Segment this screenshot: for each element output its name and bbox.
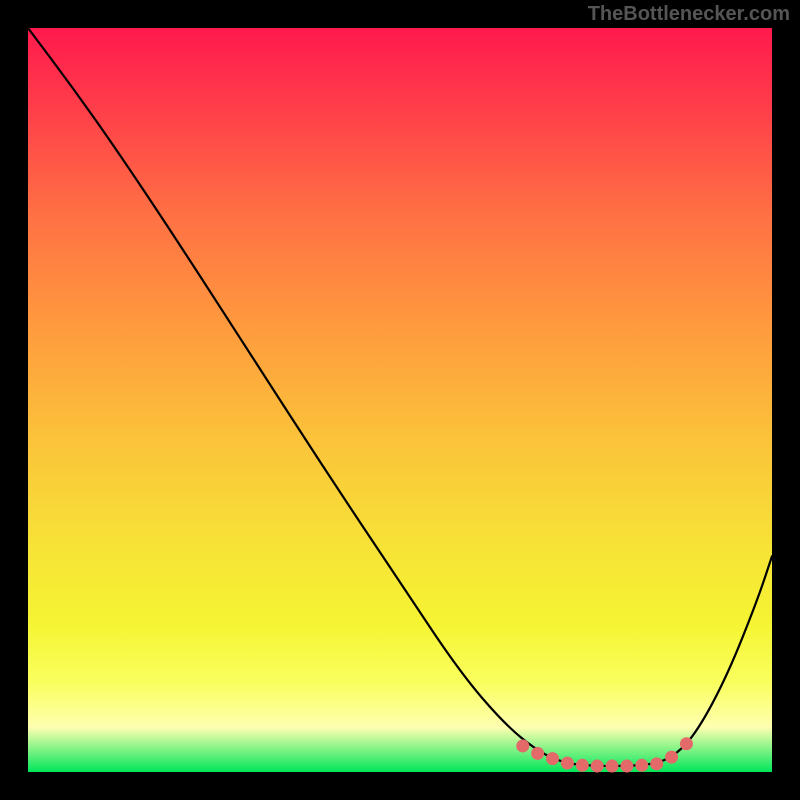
sweet-spot-marker [591, 760, 604, 773]
chart-svg [0, 0, 800, 800]
sweet-spot-marker [635, 759, 648, 772]
sweet-spot-marker [620, 760, 633, 773]
sweet-spot-marker [576, 759, 589, 772]
sweet-spot-marker [665, 751, 678, 764]
sweet-spot-marker [650, 757, 663, 770]
chart-gradient-plot [28, 28, 772, 772]
sweet-spot-marker [606, 760, 619, 773]
sweet-spot-marker [561, 757, 574, 770]
sweet-spot-marker [546, 752, 559, 765]
sweet-spot-marker [531, 747, 544, 760]
attribution-text: TheBottlenecker.com [588, 3, 790, 26]
sweet-spot-marker [516, 739, 529, 752]
bottleneck-chart: TheBottlenecker.com [0, 0, 800, 800]
sweet-spot-marker [680, 737, 693, 750]
